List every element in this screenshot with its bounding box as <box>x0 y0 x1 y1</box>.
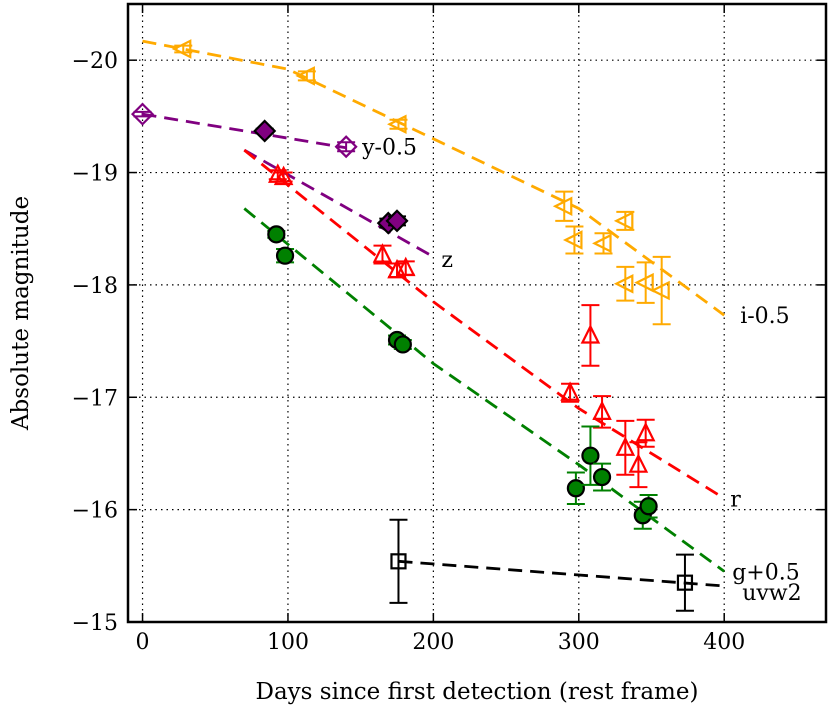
circle-marker <box>581 446 600 465</box>
series-label-2: z <box>441 248 453 273</box>
circle-marker <box>275 246 295 265</box>
triangle-left-marker <box>295 66 315 86</box>
diamond-marker <box>385 209 409 233</box>
triangle-up-marker <box>592 400 612 420</box>
triangle-left-marker <box>592 233 612 254</box>
diamond-marker <box>253 119 277 143</box>
circle-marker <box>592 467 612 487</box>
x-axis-title: Days since first detection (rest frame) <box>256 679 699 705</box>
fit-line <box>243 148 435 259</box>
triangle-left-marker <box>171 39 192 59</box>
diamond-marker <box>334 135 358 159</box>
circle-marker <box>566 479 585 498</box>
series-label-1: y-0.5 <box>361 136 417 161</box>
x-tick-label: 400 <box>703 630 745 655</box>
diamond-marker <box>130 102 155 126</box>
triangle-up-marker <box>273 165 294 186</box>
y-tick-label: −15 <box>72 611 118 636</box>
triangle-left-marker <box>613 211 634 231</box>
square-marker <box>676 574 694 591</box>
fit-lines <box>142 39 726 588</box>
circle-marker <box>267 225 286 244</box>
triangle-up-marker <box>628 453 649 473</box>
circle-marker <box>639 497 658 516</box>
series-label-3: r <box>730 487 741 512</box>
axis-ticks: 0 100 200 300 400 −20 −19 −18 −17 −16 −15 <box>72 4 826 655</box>
triangle-up-marker <box>580 324 601 344</box>
fit-line <box>142 39 726 317</box>
triangle-up-marker <box>635 421 656 442</box>
triangle-left-marker <box>650 280 670 301</box>
square-marker <box>390 553 407 570</box>
plot-frame <box>126 2 828 624</box>
triangle-up-marker <box>560 381 580 401</box>
x-tick-label: 100 <box>267 630 309 655</box>
triangle-left-marker <box>552 196 573 217</box>
x-tick-label: 200 <box>412 630 454 655</box>
x-tick-label: 0 <box>136 630 150 655</box>
y-axis-title: Absolute magnitude <box>8 196 34 431</box>
series-label-5: uvw2 <box>742 581 801 606</box>
triangle-left-marker <box>562 230 583 250</box>
fit-line <box>142 112 347 150</box>
fit-line <box>243 149 725 500</box>
y-tick-label: −18 <box>72 274 118 299</box>
y-tick-label: −19 <box>72 162 118 187</box>
y-tick-label: −20 <box>72 49 118 74</box>
x-tick-label: 300 <box>558 630 600 655</box>
triangle-left-marker <box>634 272 654 293</box>
triangle-left-marker <box>613 274 634 294</box>
series-label-4: g+0.5 <box>732 560 800 585</box>
data-points <box>130 39 694 612</box>
triangle-left-marker <box>387 114 407 135</box>
triangle-up-marker <box>395 256 416 277</box>
y-tick-label: −17 <box>72 386 118 411</box>
fit-line <box>398 559 725 588</box>
triangle-up-marker <box>615 436 636 456</box>
y-tick-label: −16 <box>72 499 118 524</box>
triangle-up-marker <box>372 243 393 263</box>
circle-marker <box>393 335 412 354</box>
series-label-0: i-0.5 <box>740 304 789 329</box>
